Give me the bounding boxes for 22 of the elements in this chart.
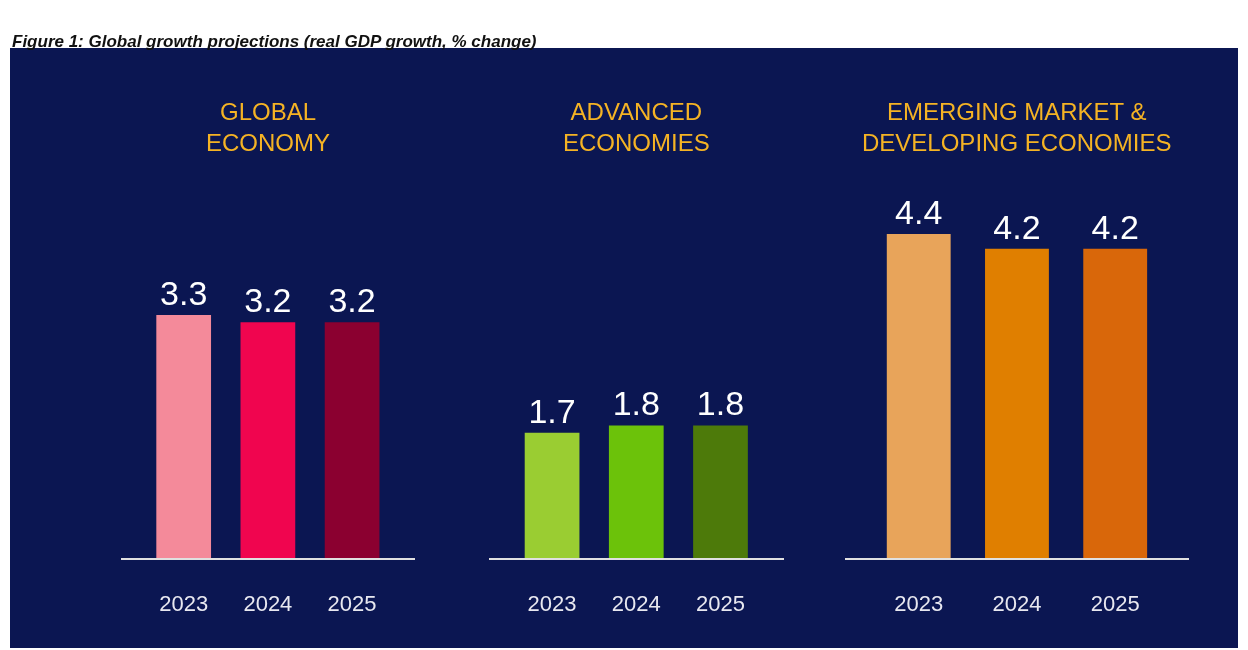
x-tick-label: 2023 [527, 591, 577, 617]
x-tick-label: 2023 [159, 591, 209, 617]
data-label: 3.2 [328, 281, 376, 320]
data-label: 3.2 [244, 281, 292, 320]
x-tick-label: 2024 [243, 591, 293, 617]
data-label: 1.8 [696, 384, 745, 423]
x-tick-label: 2025 [327, 591, 377, 617]
x-tick-label: 2025 [1090, 591, 1140, 617]
data-label: 4.2 [993, 207, 1041, 246]
chart-title: GLOBAL ECONOMY [206, 98, 331, 157]
data-label: 1.7 [528, 391, 576, 430]
chart-title: ADVANCED ECONOMIES [563, 98, 710, 157]
chart-title: EMERGING MARKET & DEVELOPING ECONOMIES [862, 98, 1172, 157]
data-label: 3.3 [160, 274, 208, 312]
x-tick-label: 2025 [696, 591, 745, 617]
data-label: 1.8 [612, 384, 660, 423]
caption: Figure 1: Global growth projections (real GDP growth, % change) [12, 32, 537, 51]
x-tick-label: 2024 [992, 591, 1042, 617]
x-tick-label: 2024 [611, 591, 661, 617]
x-tick-label: 2023 [894, 591, 944, 617]
data-label: 4.4 [895, 193, 943, 231]
data-label: 4.2 [1091, 207, 1139, 246]
